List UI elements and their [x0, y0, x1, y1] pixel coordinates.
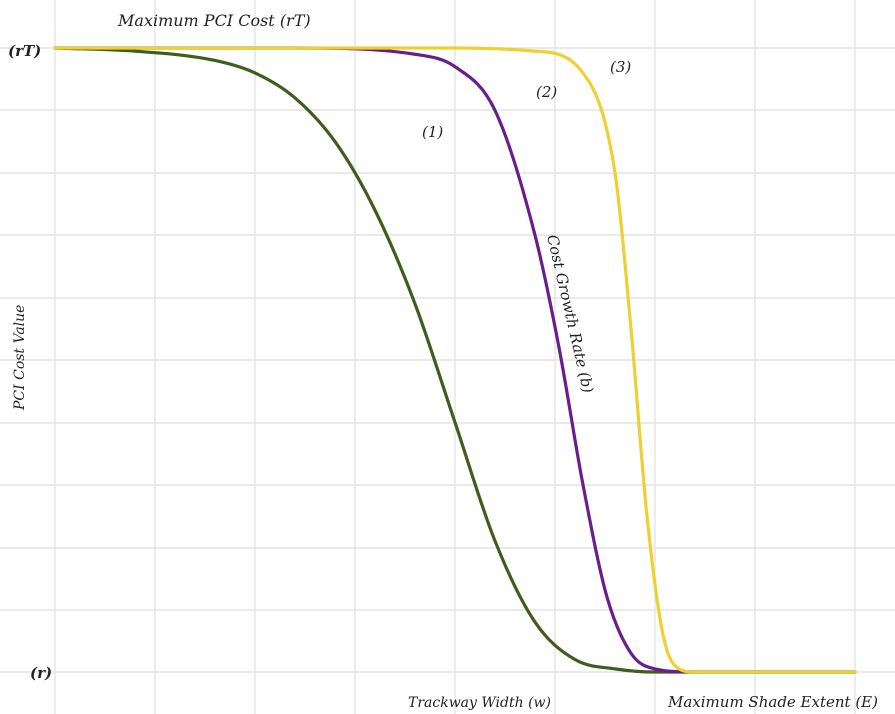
series-layer: [53, 46, 857, 674]
series-line-3: [53, 46, 857, 674]
y-tick-label-bottom: (r): [30, 664, 52, 682]
x-axis-label: Trackway Width (w): [408, 695, 551, 711]
series-label-3: (3): [610, 58, 631, 76]
x-end-label: Maximum Shade Extent (E): [667, 693, 878, 711]
y-tick-label-top: (rT): [8, 42, 41, 60]
chart-title: Maximum PCI Cost (rT): [117, 11, 311, 30]
y-axis-label: PCI Cost Value: [12, 305, 28, 411]
series-label-1: (1): [422, 123, 443, 141]
series-line-1: [53, 46, 857, 674]
series-label-2: (2): [536, 83, 557, 101]
label-layer: Maximum PCI Cost (rT) (rT) (r) PCI Cost Val…: [8, 11, 878, 711]
